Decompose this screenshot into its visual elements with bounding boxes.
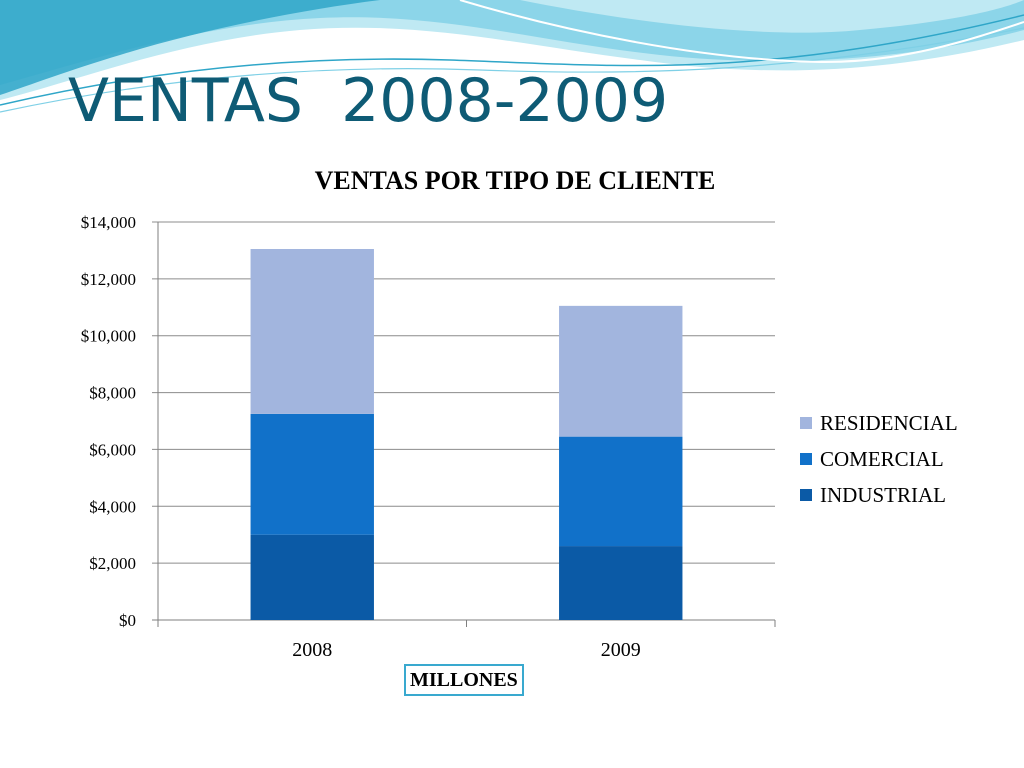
legend-item-comercial: COMERCIAL bbox=[800, 441, 958, 477]
bar-comercial-2009 bbox=[559, 436, 683, 547]
y-tick-label: $14,000 bbox=[81, 213, 136, 232]
wave-line-3 bbox=[459, 0, 1024, 64]
chart-legend: RESIDENCIAL COMERCIAL INDUSTRIAL bbox=[800, 405, 958, 513]
wave-band-front bbox=[0, 0, 380, 95]
x-tick-label: 2008 bbox=[292, 639, 332, 661]
wave-band-mid bbox=[0, 0, 1024, 85]
legend-swatch-comercial bbox=[800, 453, 812, 465]
legend-label-residencial: RESIDENCIAL bbox=[820, 410, 958, 435]
wave-line-2 bbox=[0, 27, 1024, 113]
bar-industrial-2009 bbox=[559, 546, 683, 620]
legend-swatch-industrial bbox=[800, 489, 812, 501]
y-tick-label: $12,000 bbox=[81, 270, 136, 289]
y-tick-label: $8,000 bbox=[89, 384, 136, 403]
bar-industrial-2008 bbox=[250, 534, 374, 620]
bar-residencial-2009 bbox=[559, 305, 683, 437]
legend-swatch-residencial bbox=[800, 417, 812, 429]
legend-label-industrial: INDUSTRIAL bbox=[820, 482, 946, 507]
bar-residencial-2008 bbox=[250, 249, 374, 414]
wave-line-1 bbox=[0, 14, 1024, 106]
legend-item-industrial: INDUSTRIAL bbox=[800, 477, 958, 513]
chart-title: VENTAS POR TIPO DE CLIENTE bbox=[314, 166, 716, 195]
y-tick-label: $10,000 bbox=[81, 327, 136, 346]
wave-band-back bbox=[0, 0, 1024, 100]
y-tick-label: $6,000 bbox=[89, 440, 136, 459]
y-tick-label: $2,000 bbox=[89, 554, 136, 573]
legend-label-comercial: COMERCIAL bbox=[820, 446, 944, 471]
slide-title: VENTAS 2008-2009 bbox=[68, 66, 669, 136]
legend-item-residencial: RESIDENCIAL bbox=[800, 405, 958, 441]
y-tick-label: $0 bbox=[119, 611, 136, 630]
y-tick-label: $4,000 bbox=[89, 497, 136, 516]
x-tick-label: 2009 bbox=[601, 639, 641, 661]
bar-comercial-2008 bbox=[250, 413, 374, 535]
unit-label-box: MILLONES bbox=[404, 664, 524, 696]
